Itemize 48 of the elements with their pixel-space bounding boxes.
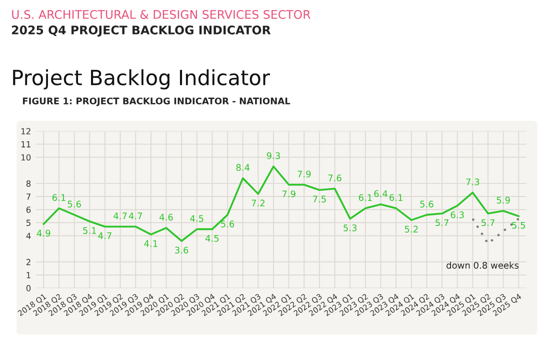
data-label: 5.3	[344, 224, 357, 232]
data-label: 7.3	[466, 178, 480, 186]
data-label: 6.1	[358, 194, 372, 201]
y-tick-label: 10	[21, 154, 31, 161]
data-label: 5.5	[512, 222, 526, 229]
data-label: 4.1	[144, 240, 158, 247]
data-label: 5.7	[436, 219, 448, 226]
data-label: 5.6	[420, 200, 434, 208]
data-label: 7.5	[313, 196, 326, 203]
data-label: 4.5	[190, 215, 204, 222]
y-tick-label: 5	[26, 220, 30, 226]
y-tick-label: 2	[26, 258, 30, 266]
data-label: 7.6	[328, 174, 342, 182]
data-label: 5.7	[482, 219, 494, 226]
data-label: 5.2	[404, 226, 418, 233]
data-label: 5.6	[221, 220, 234, 228]
y-tick-label: 12	[21, 128, 30, 134]
y-tick-label: 0	[26, 285, 31, 292]
data-label: 4.7	[114, 212, 127, 220]
text: 2025 Q4 PROJECT BACKLOG INDICATOR	[12, 26, 271, 37]
data-label: 6.1	[52, 194, 66, 201]
data-label: 4.7	[98, 232, 112, 240]
y-tick-label: 7	[26, 194, 30, 200]
y-tick-label: 6	[26, 206, 31, 213]
text: U.S. ARCHITECTURAL & DESIGN SERVICES SECTOR	[12, 10, 310, 19]
data-label: 5.1	[83, 227, 96, 234]
y-tick-label: 1	[26, 272, 30, 278]
data-label: 3.6	[175, 246, 188, 254]
data-label: 4.6	[160, 214, 173, 221]
data-label: 4.9	[36, 230, 50, 237]
data-label: 5.9	[496, 196, 510, 204]
data-label: 8.4	[236, 164, 250, 171]
y-tick-label: 8	[26, 180, 31, 187]
data-label: 4.5	[205, 235, 219, 242]
chart-subtitle: FIGURE 1: PROJECT BACKLOG INDICATOR - NATIONAL	[22, 98, 290, 106]
data-label: 6.1	[390, 194, 402, 201]
data-label: 9.3	[266, 152, 280, 160]
data-label: 7.2	[252, 200, 264, 206]
data-label: 5.6	[68, 200, 81, 208]
data-label: 7.9	[298, 170, 311, 178]
data-label: 7.9	[282, 190, 296, 198]
annotation: down 0.8 weeks	[446, 262, 519, 269]
y-tick-label: 4	[26, 232, 31, 239]
data-label: 6.4	[374, 190, 388, 198]
data-label: 6.3	[450, 211, 464, 218]
data-label: 4.7	[128, 212, 142, 220]
chart-title: Project Backlog Indicator	[13, 69, 270, 90]
y-tick-label: 11	[21, 141, 30, 148]
